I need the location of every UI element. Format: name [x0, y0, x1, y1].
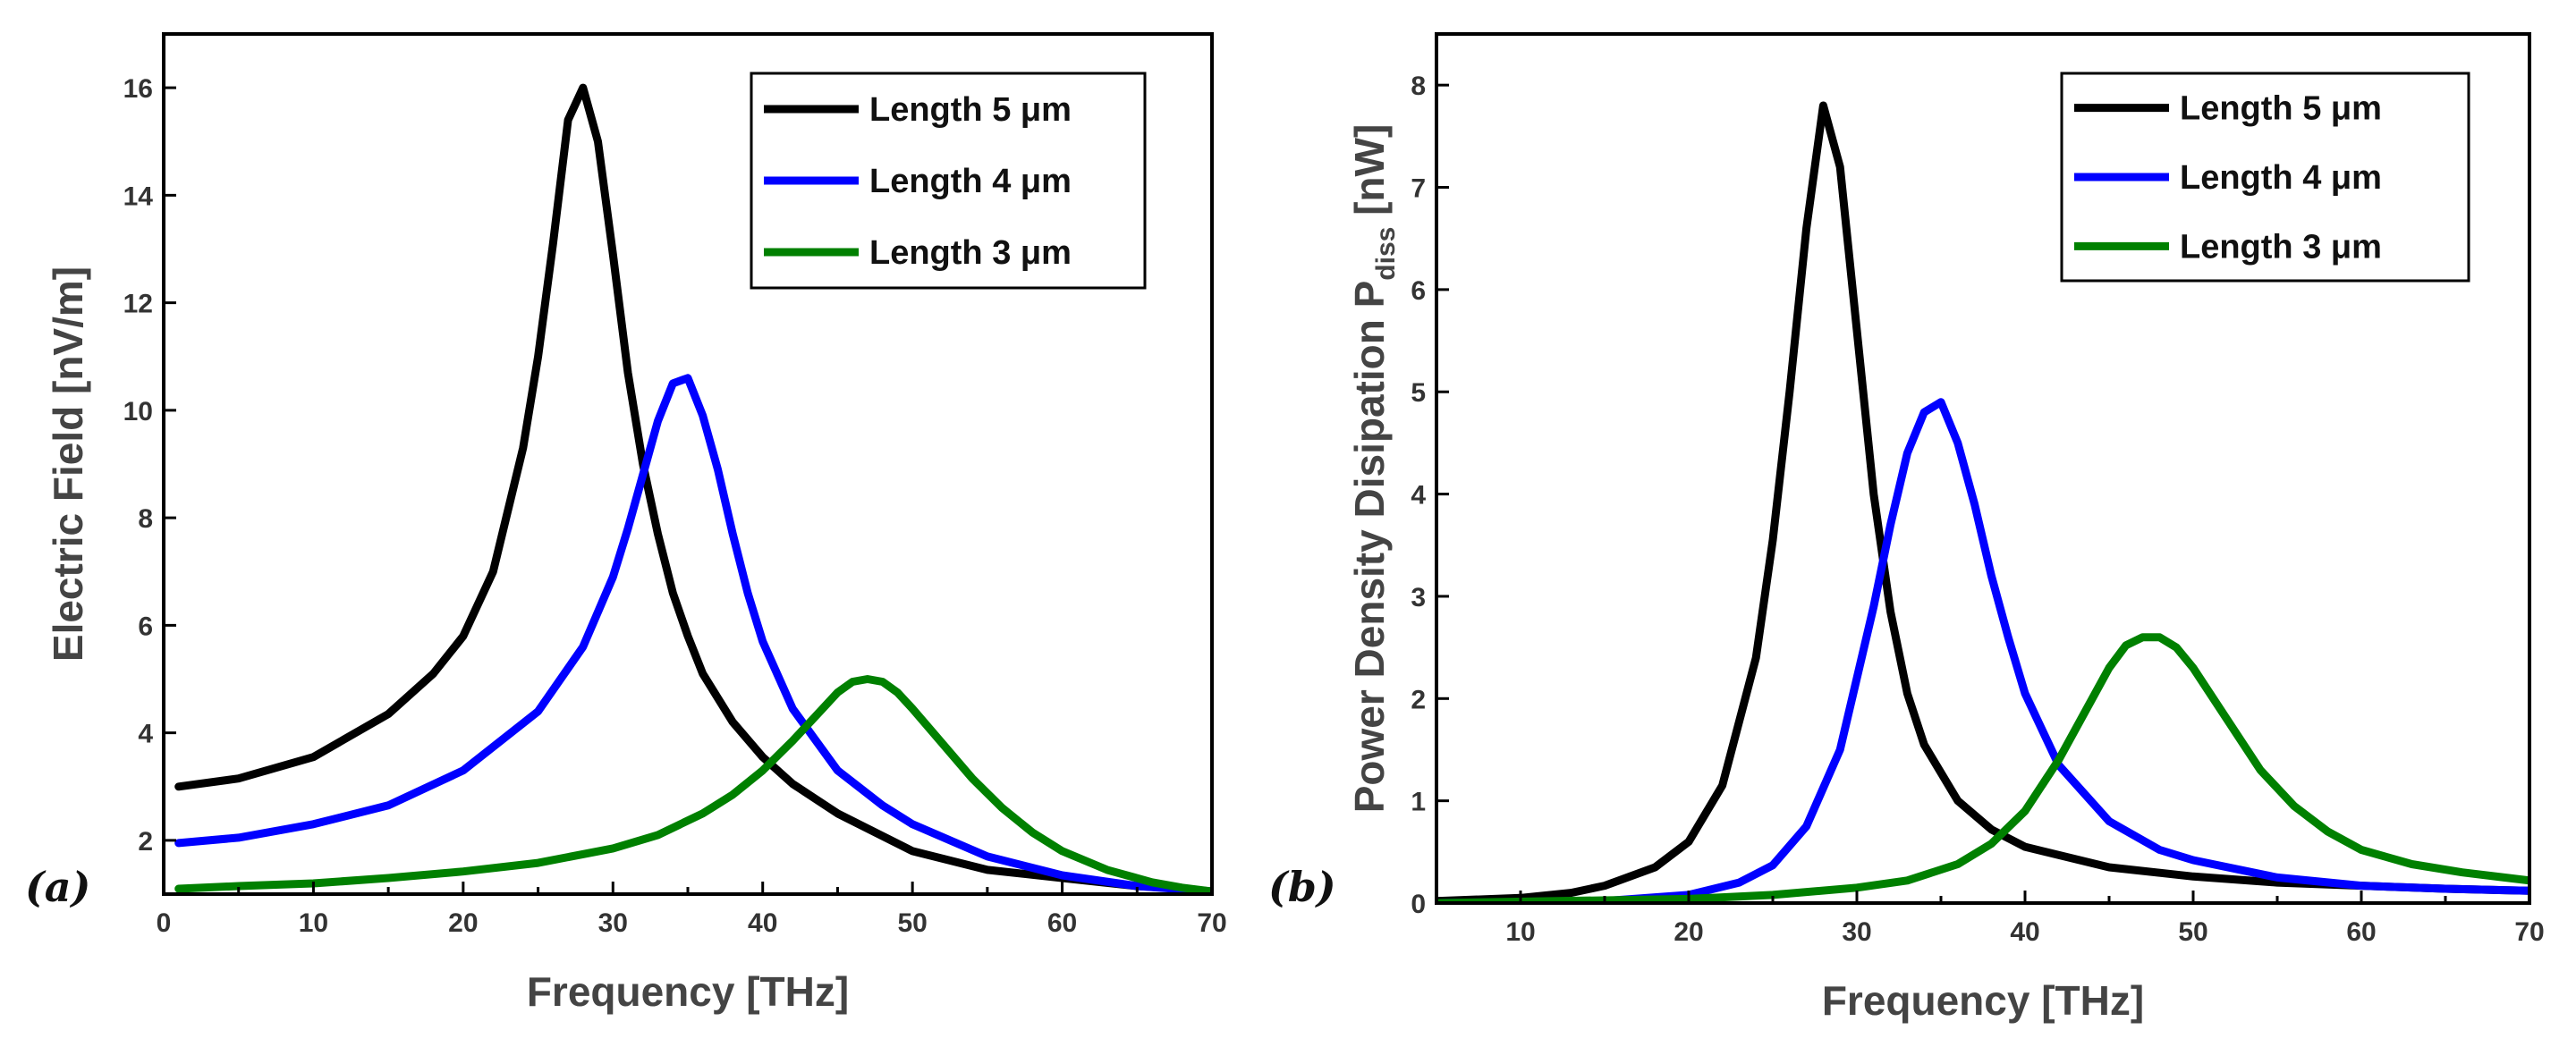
series-line-1	[1436, 101, 2529, 903]
y-tick-label: 8	[138, 504, 153, 534]
y-axis-label-main: Electric Field [nV/m]	[45, 266, 91, 662]
y-tick-label: 2	[138, 827, 153, 857]
x-axis-label: Frequency [THz]	[1822, 977, 2144, 1024]
x-tick-label: 40	[2010, 917, 2039, 947]
x-tick-label: 50	[897, 908, 927, 938]
series-line-3	[1436, 633, 2529, 903]
panel-label: (a)	[25, 863, 90, 911]
y-tick-label: 7	[1411, 174, 1426, 204]
x-tick-label: 20	[448, 908, 478, 938]
y-tick-label: 12	[123, 290, 153, 319]
legend-label-2: Length 4 μm	[2180, 159, 2382, 197]
y-tick-label: 1	[1411, 788, 1426, 817]
series-line-2	[174, 374, 1212, 894]
x-tick-label: 0	[157, 908, 172, 938]
x-tick-label: 50	[2178, 917, 2207, 947]
panel-label: (b)	[1268, 863, 1336, 911]
x-tick-label: 70	[1197, 908, 1226, 938]
y-tick-label: 10	[123, 397, 153, 426]
chart-panel-a: 0 10 20 30 40 50 60 70 2 4 6 8 10 12 14 16 Frequency [TH…	[25, 32, 1227, 1015]
chart-panel-b: 10 20 30 40 50 60 70 0 1 2 3 4 5 6 7 8 Frequency [THz] Po…	[1268, 32, 2545, 1024]
y-tick-label: 5	[1411, 378, 1426, 408]
x-tick-label: 30	[598, 908, 628, 938]
y-tick-label: 8	[1411, 72, 1426, 101]
legend-label-3: Length 3 μm	[2180, 228, 2382, 266]
series-line-3	[174, 675, 1212, 894]
y-axis-label-unit: [nW]	[1346, 124, 1393, 227]
y-tick-label: 2	[1411, 685, 1426, 714]
legend-label-2: Length 4 μm	[869, 163, 1072, 200]
y-tick-label: 6	[1411, 276, 1426, 306]
x-tick-label: 40	[748, 908, 777, 938]
x-tick-label: 10	[1505, 917, 1535, 947]
y-tick-label: 16	[123, 74, 153, 104]
x-tick-label: 20	[1674, 917, 1703, 947]
legend: Length 5 μm Length 4 μm Length 3 μm	[2060, 72, 2470, 283]
x-axis-label: Frequency [THz]	[527, 968, 849, 1015]
y-axis-label-subscript: diss	[1371, 227, 1401, 281]
x-tick-label: 30	[1842, 917, 1871, 947]
y-tick-label: 3	[1411, 583, 1426, 612]
y-tick-label: 6	[138, 612, 153, 641]
legend-label-3: Length 3 μm	[869, 234, 1072, 272]
y-axis-label: Electric Field [nV/m]	[45, 266, 91, 662]
x-tick-label: 60	[1047, 908, 1077, 938]
y-axis-label: Power Density Disipation Pdiss [nW]	[1346, 124, 1401, 814]
x-tick-label: 10	[299, 908, 328, 938]
legend-label-1: Length 5 μm	[869, 91, 1072, 129]
legend-label-1: Length 5 μm	[2180, 90, 2382, 128]
plot-frame	[1435, 32, 2531, 905]
y-tick-label: 4	[138, 720, 153, 749]
x-tick-label: 60	[2346, 917, 2376, 947]
y-tick-label: 0	[1411, 890, 1426, 919]
series-line-1	[174, 83, 1212, 894]
series-line-2	[1436, 398, 2529, 903]
y-axis-label-main: Power Density Disipation P	[1346, 281, 1393, 814]
legend: Length 5 μm Length 4 μm Length 3 μm	[750, 72, 1147, 290]
x-tick-label: 70	[2514, 917, 2544, 947]
y-tick-label: 14	[123, 182, 154, 211]
y-tick-label: 4	[1411, 481, 1426, 511]
